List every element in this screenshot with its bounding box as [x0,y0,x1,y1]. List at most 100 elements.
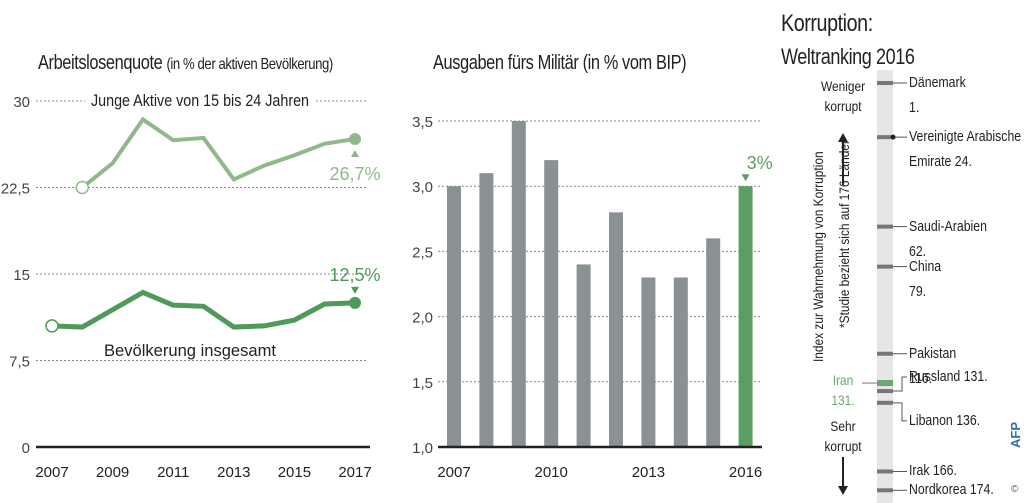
bar [447,186,461,447]
series-line [51,289,356,330]
x-tick-label: 2013 [217,464,250,481]
series-label-young: Junge Aktive von 15 bis 24 Jahren [91,91,309,110]
end-point [349,296,361,309]
leader-line [893,376,907,392]
x-tick-label: 2013 [632,464,665,481]
y-tick-label: 1,5 [412,375,433,392]
rank-label: Emirate 24. [909,153,972,171]
military-bar-chart: 1,0 1,5 2,0 2,5 3,0 3,5 3% 2007 2010 2013 2016 [412,114,773,481]
rank-label: 79. [909,282,927,300]
rank-marker [877,351,893,356]
country-label: China [909,257,942,275]
ranking-row: Irak 166. [909,461,957,481]
x-tick-label: 2015 [278,464,311,481]
rank-label: 1. [909,99,920,116]
ranking-row: Vereinigte Arabische Emirate 24. [909,127,1021,172]
corruption-ranking [838,70,907,503]
rank-marker [877,400,893,405]
iran-rank: 131. [831,392,855,408]
highlight-marker [877,380,893,387]
y-tick-label: 1,0 [412,440,433,457]
rank-marker [877,264,893,269]
rank-marker [877,469,893,474]
rank-label: 116. [909,369,933,387]
very-corrupt-label: Sehr korrupt [824,418,862,454]
rank-marker [877,224,893,229]
iran-name: Iran [832,372,854,388]
rank-marker [877,81,893,85]
y-tick-label: 22,5 [1,181,30,198]
corruption-title: Korruption: [781,10,873,37]
bar [738,186,753,447]
pointer-arrow [351,150,359,158]
y-tick-label: 15 [13,267,30,284]
country-label: Vereinigte Arabische [909,128,1022,146]
country-label: Libanon 136. [909,411,981,429]
iran-label: Iran 131. [813,370,873,410]
x-tick-label: 2009 [96,464,129,481]
military-chart-title: Ausgaben fürs Militär (in % vom BIP) [433,52,687,74]
bar [673,277,688,447]
country-label: Saudi-Arabien [909,217,987,235]
y-tick-label: 0 [22,440,30,457]
x-tick-label: 2011 [157,464,189,481]
end-value-label: 26,7% [329,164,380,184]
ranking-row: Nordkorea 174. [909,480,994,500]
start-point [75,180,90,195]
ranking-row: Pakistan 116. [909,344,956,389]
country-label: Dänemark [909,74,966,91]
marker-dot [890,134,896,140]
label-background [100,338,280,360]
x-tick-label: 2017 [338,464,371,481]
country-label: Russland 131. [909,368,988,386]
y-tick-label: 2,5 [412,244,433,261]
bar [641,277,656,447]
bar [706,238,721,447]
rank-marker [877,488,893,493]
unemployment-title-sub: (in % der aktiven Bevölkerung) [166,56,333,73]
bar [544,160,559,447]
y-tick-label: 7,5 [9,354,30,371]
ranking-row: Dänemark 1. [909,73,966,118]
end-value-label: 12,5% [329,265,380,285]
x-tick-label: 2010 [535,464,568,481]
start-point [45,319,59,333]
copyright-symbol: © [1011,484,1019,495]
bar [479,173,494,447]
x-tick-label: 2007 [437,464,470,481]
pointer-arrow [741,174,750,182]
end-point [349,133,361,146]
y-tick-label: 3,0 [412,179,433,196]
ranking-row: Saudi-Arabien 62. [909,217,987,262]
corruption-subtitle: Weltranking 2016 [781,44,915,69]
highlight-value-label: 3% [747,153,773,173]
bar [511,121,526,447]
x-tick-label: 2016 [729,464,762,481]
unemployment-chart-title: Arbeitslosenquote (in % der aktiven Bevö… [38,52,333,75]
rank-marker [877,389,893,394]
ranking-scale-bar [877,70,893,503]
afp-logo: AFP [1008,422,1023,448]
y-tick-label: 2,0 [412,310,433,327]
label-background [85,88,315,110]
ranking-row: Libanon 136. [909,411,980,431]
series-line [81,116,356,190]
ranking-row: Russland 131. [909,367,988,387]
country-label: Nordkorea 174. [909,481,994,499]
country-label: Pakistan [909,344,957,362]
rank-marker [877,135,893,140]
bar [609,212,623,447]
series-label-total: Bevölkerung insgesamt [104,341,276,360]
less-corrupt-label: Weniger korrupt [820,78,866,114]
country-label: Irak 166. [909,462,957,480]
y-tick-label: 3,5 [412,114,433,131]
down-arrow-head-icon [838,486,848,495]
unemployment-line-chart: 0 7,5 15 22,5 30 2007 2009 2011 2013 2015 2017 Jung… [1,88,381,481]
pointer-arrow [351,286,359,294]
y-tick-label: 30 [13,94,30,111]
up-arrow-head-icon [838,133,848,142]
leader-line [893,402,907,422]
unemployment-title-main: Arbeitslosenquote [38,52,163,74]
x-tick-label: 2007 [35,464,68,481]
ranking-row: China 79. [909,257,941,302]
